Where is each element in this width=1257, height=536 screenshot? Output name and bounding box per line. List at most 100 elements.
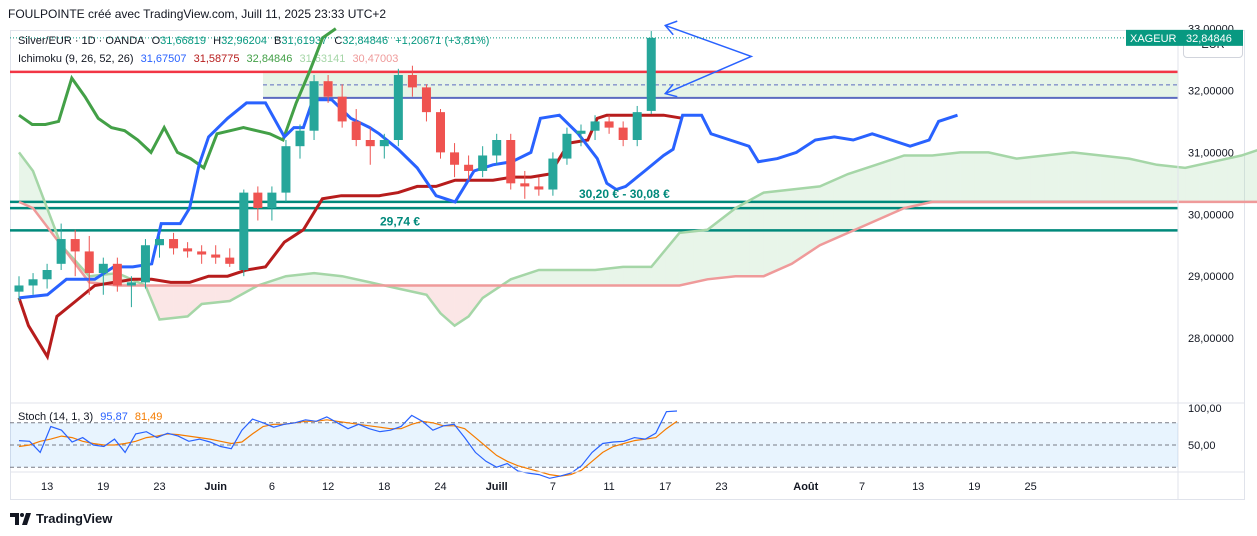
ichimoku-cloud-segment (468, 285, 483, 317)
candle[interactable] (253, 186, 263, 221)
candle[interactable] (576, 124, 586, 147)
candle[interactable] (632, 105, 642, 147)
stoch-label[interactable]: Stoch (14, 1, 3) (18, 411, 94, 423)
candle[interactable] (478, 146, 488, 178)
price-tick-label: 29,00000 (1188, 271, 1234, 283)
time-tick-label: Juill (486, 481, 508, 493)
candle[interactable] (281, 140, 291, 202)
ichimoku-cloud-segment (749, 192, 764, 277)
ichimoku-cloud-segment (159, 285, 174, 320)
symbol-tag-bg (1126, 29, 1179, 46)
ichimoku-cloud-segment (707, 218, 722, 280)
candle[interactable] (14, 276, 24, 301)
candle[interactable] (365, 127, 375, 165)
candle-body (365, 140, 375, 147)
level-annotation[interactable]: 29,74 € (380, 214, 420, 228)
candle[interactable] (646, 31, 656, 114)
symbol-tag[interactable]: XAGEUR (1130, 33, 1177, 45)
chart-header: FOULPOINTE créé avec TradingView.com, Ju… (8, 7, 387, 21)
candle[interactable] (267, 186, 277, 221)
ichimoku-cloud-segment (805, 186, 820, 255)
ichimoku-cloud-segment (426, 285, 441, 314)
price-tick-label: 28,00000 (1188, 333, 1234, 345)
candle[interactable] (450, 143, 460, 178)
candle-body (323, 81, 333, 97)
stoch-d-line (18, 419, 678, 477)
candle-body (70, 239, 80, 252)
candle[interactable] (323, 75, 333, 103)
time-tick-label: Août (793, 481, 818, 493)
candle-body (98, 263, 108, 274)
candle[interactable] (225, 248, 235, 267)
candle[interactable] (506, 133, 516, 190)
candle[interactable] (379, 133, 389, 159)
ichimoku-cloud-segment (1030, 155, 1045, 202)
ichimoku-cloud-segment (328, 274, 343, 286)
candle[interactable] (183, 242, 193, 258)
candle[interactable] (98, 257, 108, 295)
candle[interactable] (140, 239, 150, 289)
ichimoku-cloud-segment (763, 191, 778, 277)
candle[interactable] (155, 235, 164, 258)
candle[interactable] (28, 273, 38, 295)
candle[interactable] (239, 189, 249, 277)
candle-body (646, 37, 656, 111)
ichimoku-cloud-segment (918, 155, 933, 205)
candle[interactable] (84, 235, 94, 295)
candle-body (211, 254, 221, 258)
candle[interactable] (520, 170, 530, 199)
candle[interactable] (548, 152, 558, 196)
candle-body (56, 239, 66, 264)
ichimoku-cloud-segment (651, 249, 666, 286)
candle[interactable] (56, 223, 66, 270)
candle[interactable] (407, 65, 417, 97)
candle[interactable] (590, 115, 600, 140)
candle-body (281, 146, 291, 193)
candle[interactable] (309, 75, 319, 140)
time-tick-label: 12 (322, 481, 334, 493)
time-tick-label: 18 (378, 481, 390, 493)
candle-body (126, 282, 136, 286)
stoch-tick-label: 100,00 (1188, 403, 1222, 415)
ichimoku-cloud-segment (215, 285, 230, 303)
candle[interactable] (562, 127, 572, 165)
candle[interactable] (112, 257, 122, 292)
ichimoku-cloud-segment (974, 152, 989, 202)
candle[interactable] (197, 245, 207, 264)
candle[interactable] (436, 109, 445, 159)
zone-annotation[interactable]: 30,20 € - 30,08 € (579, 187, 670, 201)
candle-body (604, 121, 614, 128)
ichimoku-cloud-segment (1100, 155, 1115, 202)
candle[interactable] (492, 133, 502, 165)
ichimoku-cloud-segment (1143, 161, 1158, 202)
tradingview-logo[interactable]: TradingView (10, 511, 112, 526)
candle[interactable] (464, 155, 474, 181)
price-tag[interactable]: 32,84846 (1186, 33, 1232, 45)
candle-body (590, 121, 600, 131)
candle[interactable] (295, 124, 305, 159)
candle[interactable] (126, 276, 136, 308)
candle[interactable] (337, 84, 347, 128)
candle[interactable] (604, 115, 614, 134)
candle[interactable] (211, 245, 221, 264)
ichimoku-label[interactable]: Ichimoku (9, 26, 52, 26) (18, 53, 134, 65)
candle[interactable] (421, 84, 431, 122)
ichimoku-cloud-segment (876, 160, 891, 221)
ichimoku-cloud-segment (552, 270, 567, 286)
ichimoku-cloud-segment (791, 187, 806, 264)
candle[interactable] (42, 263, 52, 289)
ichimoku-cloud-segment (566, 270, 581, 286)
candle[interactable] (351, 109, 361, 147)
high-label: H (213, 35, 222, 47)
stoch-legend: Stoch (14, 1, 3) 95,87 81,49 (18, 411, 166, 423)
candle[interactable] (70, 229, 80, 277)
candle-body (407, 75, 417, 88)
candle[interactable] (618, 121, 628, 147)
arrow-drawing[interactable] (664, 24, 754, 95)
candle[interactable] (534, 177, 544, 196)
ichimoku-cloud-segment (988, 152, 1003, 202)
candle[interactable] (393, 68, 403, 147)
candle-body (520, 183, 530, 187)
candle[interactable] (169, 232, 179, 255)
